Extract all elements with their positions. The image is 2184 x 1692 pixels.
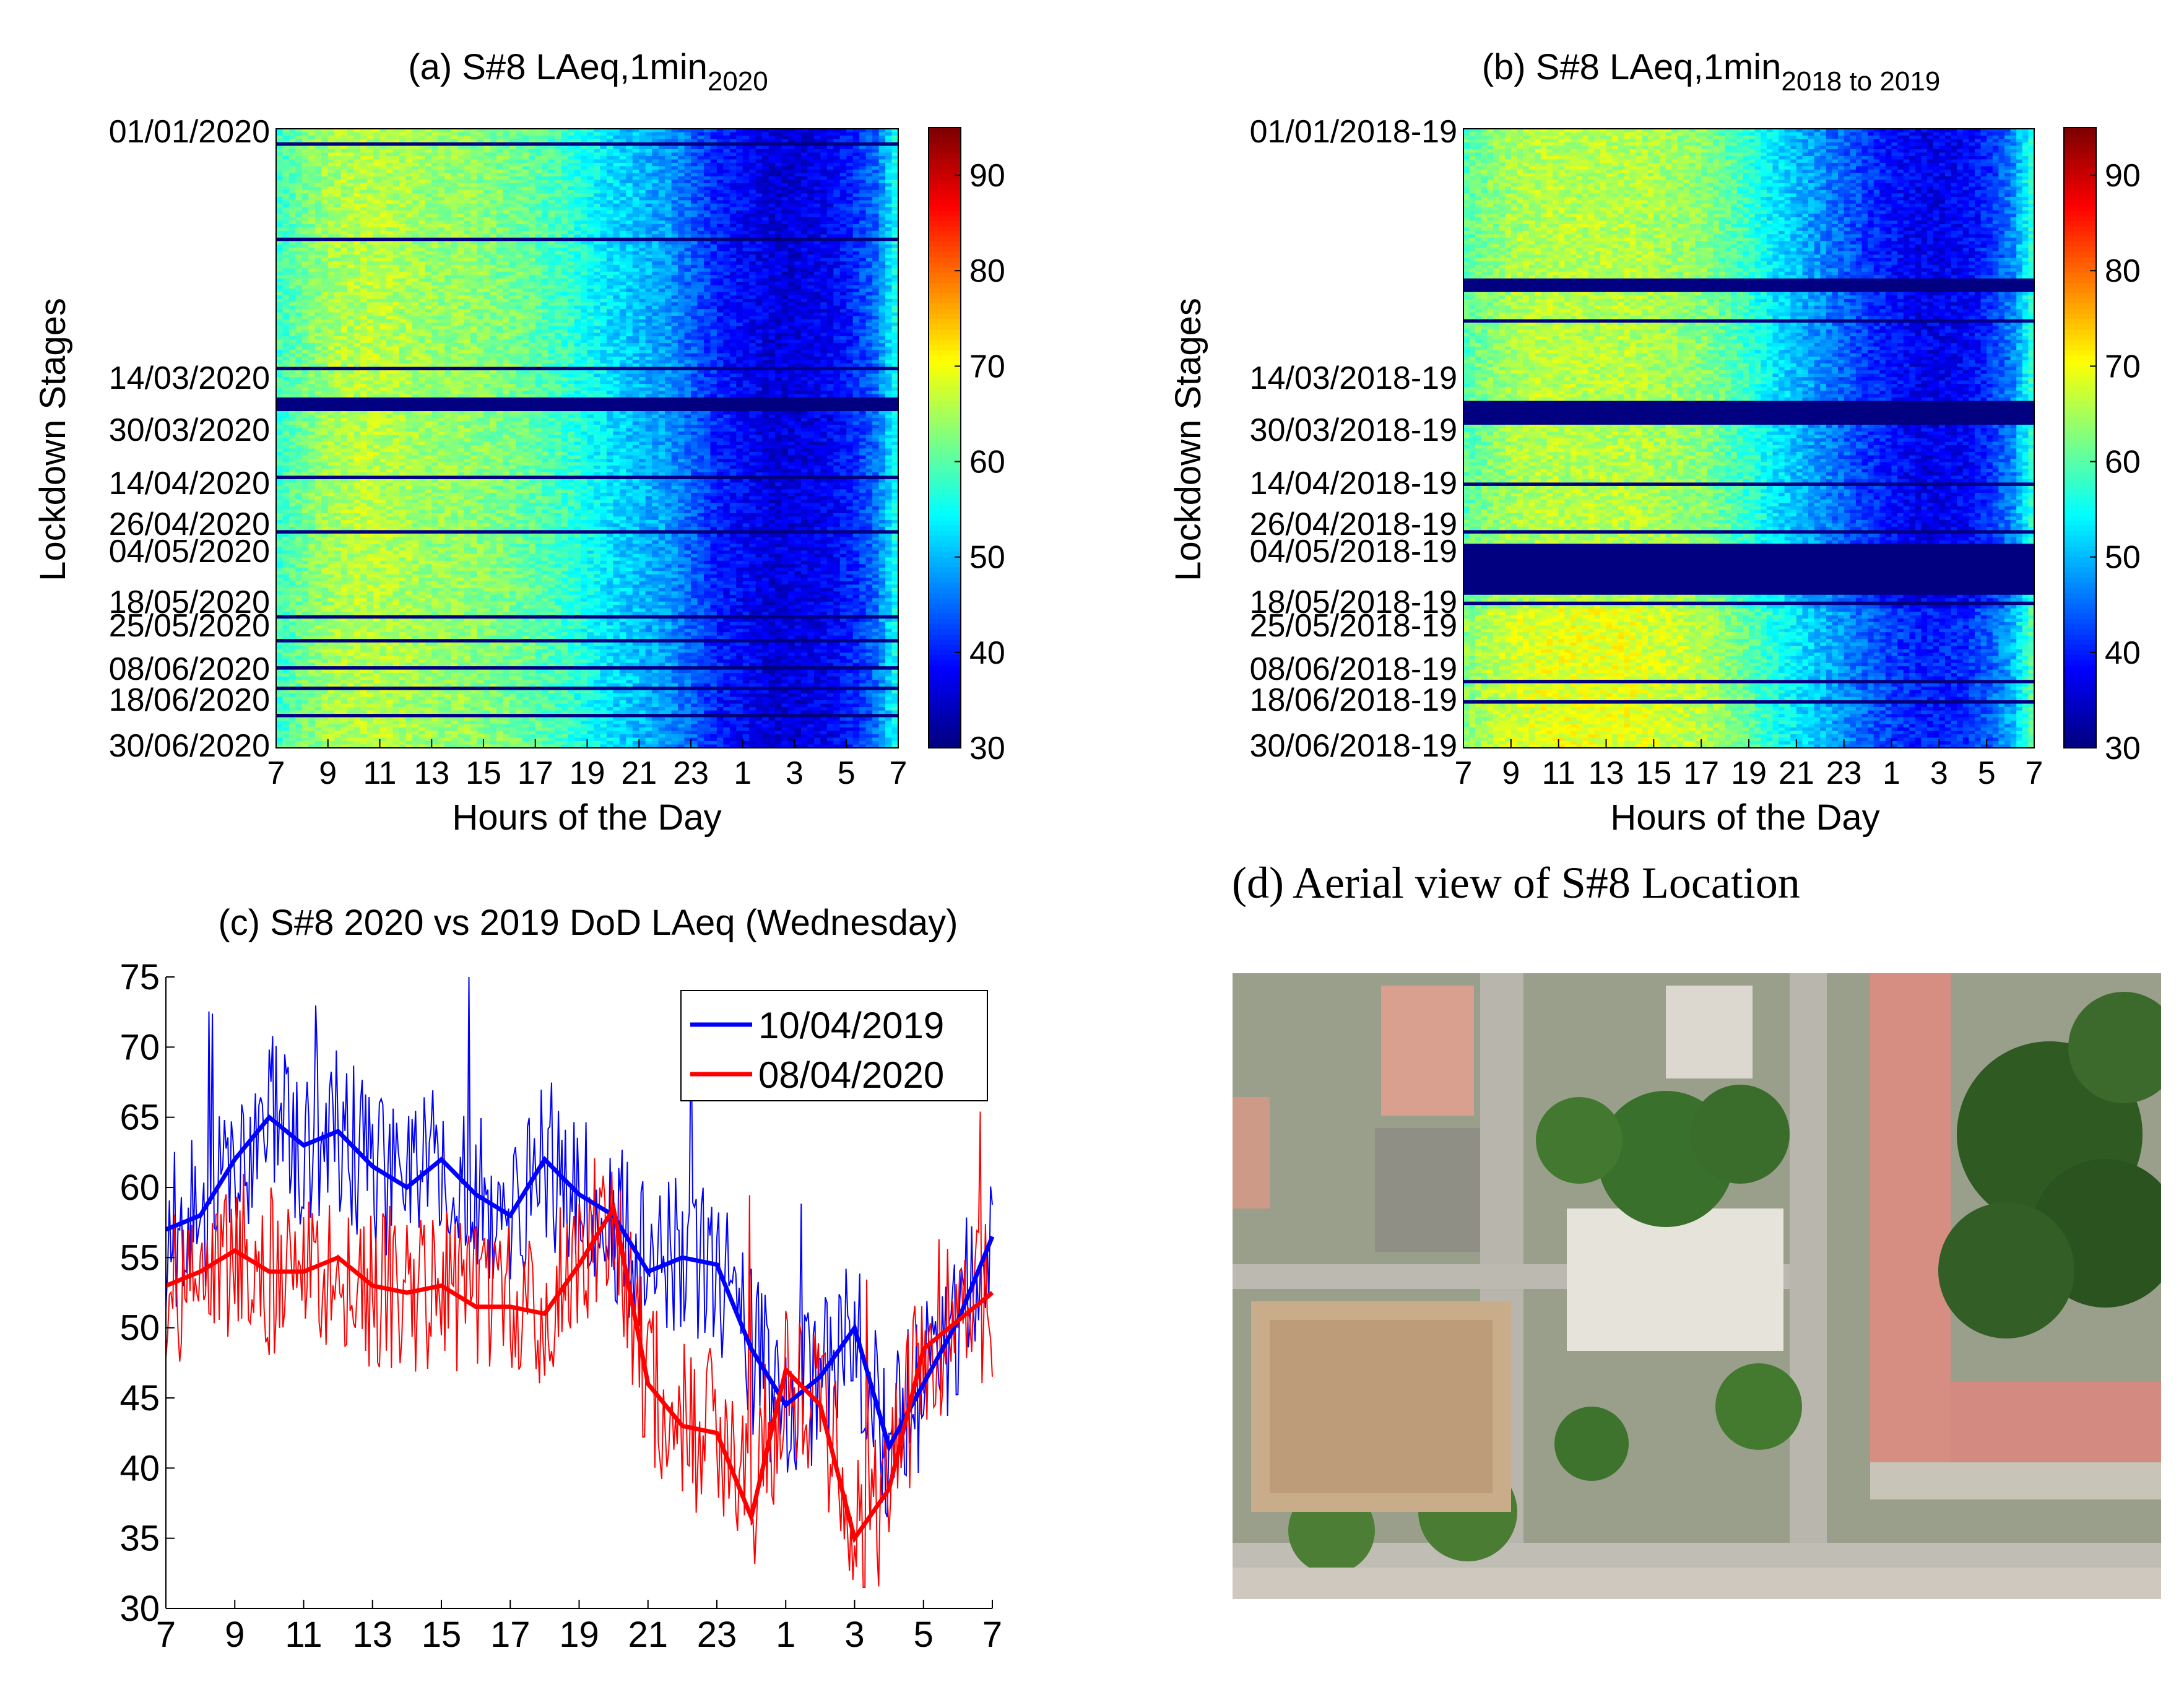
hour-tick-label: 17	[1683, 755, 1719, 791]
panel-b-xlabel: Hours of the Day	[1610, 797, 1879, 838]
hour-tick-label: 15	[1636, 755, 1671, 791]
panel-b: (b) S#8 LAeq,1min2018 to 2019 01/01/2018…	[1092, 0, 2184, 848]
y-tick-label: 50	[119, 1308, 160, 1348]
colorbar-tick-label: 60	[2105, 445, 2141, 480]
date-tick-label: 01/01/2020	[109, 114, 270, 150]
colorbar-tick-label: 80	[969, 253, 1005, 289]
date-tick-label: 14/04/2018-19	[1250, 466, 1457, 501]
y-tick-label: 55	[119, 1238, 160, 1278]
y-tick-label: 30	[119, 1589, 160, 1629]
hour-tick-label: 9	[319, 755, 337, 791]
x-tick-label: 9	[225, 1615, 245, 1655]
colorbar-tick-label: 70	[969, 349, 1005, 384]
y-tick-label: 70	[119, 1027, 160, 1067]
date-tick-label: 30/06/2018-19	[1250, 728, 1457, 764]
x-tick-label: 11	[285, 1615, 322, 1655]
legend-label: 10/04/2019	[758, 1005, 944, 1046]
hour-tick-label: 13	[1588, 755, 1624, 791]
x-tick-label: 23	[697, 1615, 737, 1655]
hour-tick-label: 11	[1542, 755, 1575, 791]
colorbar-tick-label: 60	[969, 445, 1005, 480]
date-tick-label: 04/05/2020	[109, 534, 270, 570]
legend-label: 08/04/2020	[758, 1054, 944, 1096]
date-tick-label: 04/05/2018-19	[1250, 534, 1457, 570]
colorbar-tick-label: 50	[969, 540, 1005, 576]
colorbar-tick-label: 40	[2105, 635, 2141, 671]
colorbar-tick-label: 90	[2105, 158, 2141, 194]
y-tick-label: 45	[119, 1378, 160, 1418]
hour-tick-label: 1	[734, 755, 752, 791]
hour-tick-label: 15	[466, 755, 501, 791]
x-tick-label: 19	[559, 1615, 599, 1655]
y-tick-label: 65	[119, 1098, 160, 1138]
colorbar-tick-label: 30	[2105, 731, 2141, 766]
hour-tick-label: 3	[786, 755, 804, 791]
aerial-photo	[1233, 973, 2161, 1599]
x-tick-label: 7	[982, 1615, 1002, 1655]
x-tick-label: 21	[628, 1615, 668, 1655]
colorbar-tick-label: 80	[2105, 253, 2141, 289]
colorbar-tick-label: 50	[2105, 540, 2141, 576]
date-tick-label: 25/05/2020	[109, 608, 270, 644]
hour-tick-label: 7	[267, 755, 285, 791]
heatmap-b-svg: (b) S#8 LAeq,1min2018 to 2019 01/01/2018…	[1092, 0, 2184, 848]
colorbar-tick-label: 30	[969, 731, 1005, 766]
date-tick-label: 14/04/2020	[109, 466, 270, 501]
hour-tick-label: 19	[1731, 755, 1767, 791]
hour-tick-label: 21	[621, 755, 657, 791]
date-tick-label: 30/03/2018-19	[1250, 412, 1457, 448]
colorbar-tick-label: 40	[969, 635, 1005, 671]
hour-tick-label: 23	[1826, 755, 1862, 791]
panel-c: (c) S#8 2020 vs 2019 DoD LAeq (Wednesday…	[0, 867, 1090, 1689]
hour-tick-label: 1	[1883, 755, 1900, 791]
y-tick-label: 35	[119, 1519, 160, 1559]
date-tick-label: 30/03/2020	[109, 412, 270, 448]
hour-tick-label: 19	[570, 755, 605, 791]
panel-b-ylabel: Lockdown Stages	[1168, 298, 1208, 581]
panel-a-ylabel: Lockdown Stages	[33, 298, 73, 581]
date-tick-label: 30/06/2020	[109, 728, 270, 764]
line-chart-c-svg: (c) S#8 2020 vs 2019 DoD LAeq (Wednesday…	[0, 867, 1090, 1689]
hour-tick-label: 7	[2026, 755, 2043, 791]
hour-tick-label: 13	[414, 755, 449, 791]
colorbar-tick-label: 70	[2105, 349, 2141, 384]
hour-tick-label: 7	[890, 755, 908, 791]
date-tick-label: 14/03/2018-19	[1250, 360, 1457, 396]
x-tick-label: 17	[490, 1615, 531, 1655]
hour-tick-label: 3	[1930, 755, 1948, 791]
colorbar-tick-label: 90	[969, 158, 1005, 194]
date-tick-label: 25/05/2018-19	[1250, 608, 1457, 644]
hour-tick-label: 7	[1455, 755, 1473, 791]
hour-tick-label: 5	[838, 755, 856, 791]
y-tick-label: 75	[119, 957, 160, 997]
panel-d-title: (d) Aerial view of S#8 Location	[1232, 857, 1800, 909]
panel-a-xlabel: Hours of the Day	[452, 797, 721, 838]
x-tick-label: 3	[844, 1615, 864, 1655]
aerial-photo-drawing	[1233, 973, 2161, 1599]
hour-tick-label: 9	[1502, 755, 1520, 791]
hour-tick-label: 17	[518, 755, 553, 791]
date-tick-label: 14/03/2020	[109, 360, 270, 396]
x-tick-label: 15	[422, 1615, 462, 1655]
y-tick-label: 60	[119, 1168, 160, 1208]
panel-a: (a) S#8 LAeq,1min2020 01/01/2020 14/03/20…	[0, 0, 1090, 848]
x-tick-label: 5	[914, 1615, 934, 1655]
date-tick-label: 01/01/2018-19	[1250, 114, 1457, 150]
date-tick-label: 18/06/2020	[109, 682, 270, 718]
y-tick-label: 40	[119, 1448, 160, 1488]
x-tick-label: 7	[156, 1615, 176, 1655]
hour-tick-label: 21	[1779, 755, 1814, 791]
hour-tick-label: 23	[673, 755, 709, 791]
x-tick-label: 13	[352, 1615, 392, 1655]
heatmap-a-svg: (a) S#8 LAeq,1min2020 01/01/2020 14/03/20…	[0, 0, 1090, 848]
panel-a-title: (a) S#8 LAeq,1min2020	[408, 47, 768, 97]
hour-tick-label: 11	[363, 755, 397, 791]
hour-tick-label: 5	[1978, 755, 1996, 791]
panel-b-title: (b) S#8 LAeq,1min2018 to 2019	[1482, 47, 1941, 97]
panel-c-title: (c) S#8 2020 vs 2019 DoD LAeq (Wednesday…	[218, 903, 958, 943]
x-tick-label: 1	[776, 1615, 795, 1655]
date-tick-label: 18/06/2018-19	[1250, 682, 1457, 718]
